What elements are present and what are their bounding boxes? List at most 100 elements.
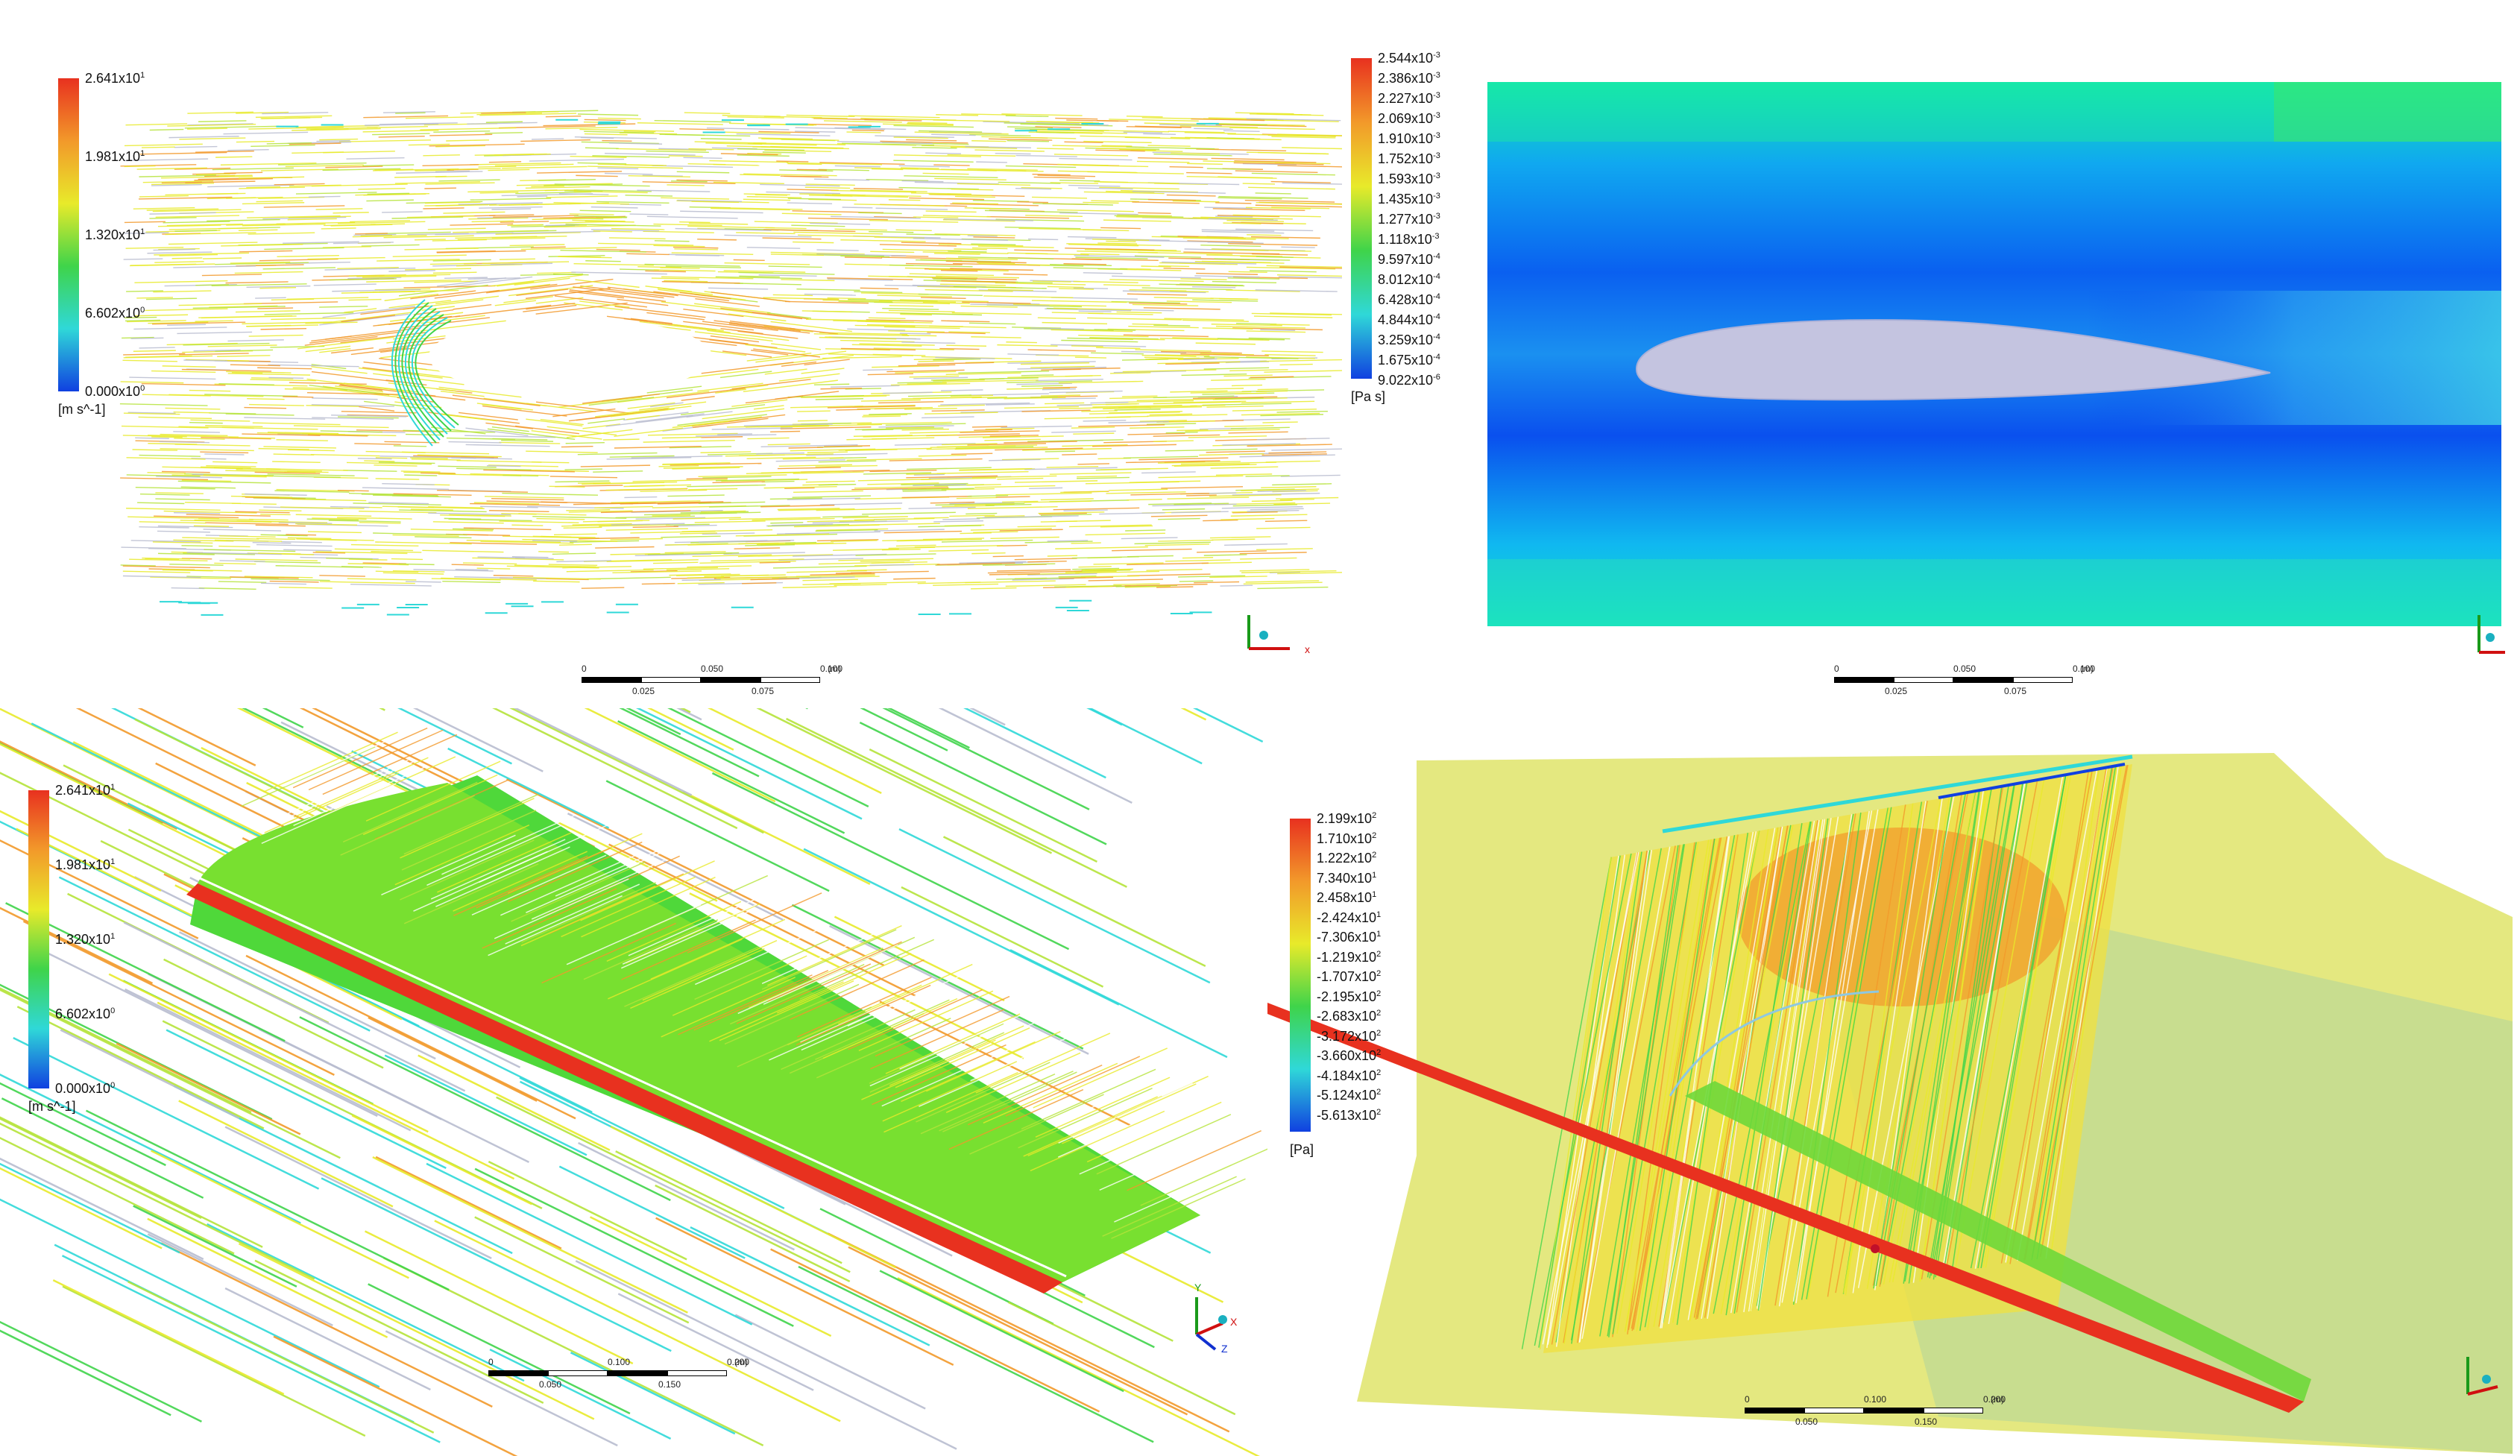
scale-label: 0 [488,1357,494,1367]
colorbar [1290,819,1311,1132]
legend-tick-label: 1.593x10-3 [1378,171,1440,186]
panel-pressure-3d: 2.199x102 1.710x102 1.222x102 7.340x101 2.45… [1267,708,2520,1456]
scale-label: 0.100 [1864,1394,1887,1405]
legend-tick-label: 1.981x101 [85,149,145,164]
scale-label: 0.150 [1915,1416,1938,1427]
legend-tick-label: -2.683x102 [1317,1009,1382,1024]
scale-segment [1745,1408,1804,1414]
legend-tick-label: 1.118x10-3 [1378,232,1440,247]
legend-tick-label: -1.219x102 [1317,949,1382,965]
scale-label: 0.075 [2004,686,2027,696]
legend-tick-label: -4.184x102 [1317,1068,1382,1083]
scale-label: 0.050 [1795,1416,1818,1427]
velocity-vectors [119,110,1342,616]
scale-segment [1953,677,2013,683]
contour-plot [1487,82,2501,626]
scale-label: 0.100 [2073,664,2096,674]
legend-tick-label: 3.259x10-4 [1378,333,1440,347]
scale-segment [488,1370,548,1376]
legend-tick-label: 0.000x100 [85,384,145,399]
colorbar [1351,58,1372,379]
legend-tick-label: 1.981x101 [55,857,116,872]
scale-label: 0.050 [1953,664,1976,674]
scale-label: (m) [734,1357,748,1367]
colorbar [28,790,49,1088]
streamline-plot [0,708,1267,1456]
legend-tick-label: 2.641x101 [85,71,145,86]
axis-y-label: Y [1194,1282,1202,1293]
scale-segment [667,1370,727,1376]
legend-unit-label: [Pa] [1290,1142,1314,1157]
legend-unit-label: [m s^-1] [58,402,106,417]
scale-label: 0.050 [701,664,724,674]
scale-segment [760,677,820,683]
airfoil-shape [1635,319,2271,401]
legend-tick-label: -1.707x102 [1317,969,1382,984]
legend-tick-label: 6.602x100 [85,306,145,321]
scale-segment [1804,1408,1864,1414]
scale-segment [1864,1408,1924,1414]
legend-tick-label: 7.340x101 [1317,870,1377,886]
scale-segment [2013,677,2073,683]
scale-segment [1834,677,1894,683]
scale-label: 0.100 [820,664,843,674]
legend-tick-label: 6.602x100 [55,1006,116,1021]
legend-tick-label: -2.424x101 [1317,910,1382,925]
legend-tick-label: -3.660x102 [1317,1048,1382,1063]
legend-tick-label: 2.227x10-3 [1378,91,1440,106]
colorbar [58,78,79,391]
scale-label: 0.050 [539,1379,562,1390]
scale-segment [548,1370,608,1376]
legend-tick-label: 6.428x10-4 [1378,292,1440,307]
legend-tick-label: 1.675x10-4 [1378,353,1440,368]
panel-viscosity-contour: 2.544x10-3 2.386x10-3 2.227x10-3 2.069x10-3… [1342,7,2520,708]
axis-x-label: X [1230,1316,1238,1328]
legend-tick-label: 2.199x102 [1317,811,1377,826]
legend-tick-label: 2.458x101 [1317,890,1377,905]
scale-label: 0 [1745,1394,1750,1405]
panel-velocity-vectors: 2.641x101 1.981x101 1.320x101 6.602x100 0.00… [45,7,1342,708]
scale-label: (m) [1991,1394,2004,1405]
wing-surface [186,726,1267,1293]
legend-unit-label: [Pa s] [1351,389,1386,404]
legend-tick-label: 1.277x10-3 [1378,212,1440,227]
scale-label: 0 [1834,664,1839,674]
legend-tick-label: -3.172x102 [1317,1028,1382,1044]
legend-tick-label: 9.597x10-4 [1378,252,1440,267]
legend-tick-label: 2.544x10-3 [1378,51,1440,66]
legend-tick-label: 1.320x101 [55,932,116,947]
legend-tick-label: 1.222x102 [1317,851,1377,866]
legend-tick-label: 1.320x101 [85,227,145,242]
legend-tick-label: 1.435x10-3 [1378,192,1440,207]
legend-tick-label: 1.910x10-3 [1378,131,1440,146]
wing-leading-edge [1267,1003,2304,1413]
vector-plot [119,110,1342,616]
axis-z-label: Z [1221,1343,1228,1355]
airfoil-shape [429,318,712,395]
scale-label: 0.150 [658,1379,681,1390]
scale-label: (m) [2080,664,2094,674]
scale-segment [1894,677,1953,683]
legend-unit-label: [m s^-1] [28,1099,76,1114]
scale-label: 0.200 [1983,1394,2006,1405]
legend-tick-label: 2.386x10-3 [1378,71,1440,86]
scale-label: 0.075 [752,686,775,696]
pressure-plot [1267,753,2513,1454]
scale-segment [701,677,760,683]
scale-label: 0.100 [608,1357,631,1367]
legend-tick-label: 1.710x102 [1317,831,1377,846]
legend-tick-label: 1.752x10-3 [1378,151,1440,166]
legend-tick-label: 2.069x10-3 [1378,111,1440,126]
scale-label: 0.200 [727,1357,750,1367]
legend-tick-label: 2.641x101 [55,783,116,798]
legend-tick-label: -5.613x102 [1317,1107,1382,1123]
panel-streamlines-3d: 2.641x101 1.981x101 1.320x101 6.602x100 0.00… [0,708,1267,1456]
scale-label: 0.025 [632,686,655,696]
scale-segment [1924,1408,1983,1414]
scale-label: 0.025 [1885,686,1908,696]
legend-tick-label: -5.124x102 [1317,1088,1382,1103]
legend-tick-label: -7.306x101 [1317,930,1382,945]
scale-label: (m) [828,664,841,674]
legend-tick-label: 0.000x100 [55,1081,116,1096]
legend-tick-label: 4.844x10-4 [1378,312,1440,327]
